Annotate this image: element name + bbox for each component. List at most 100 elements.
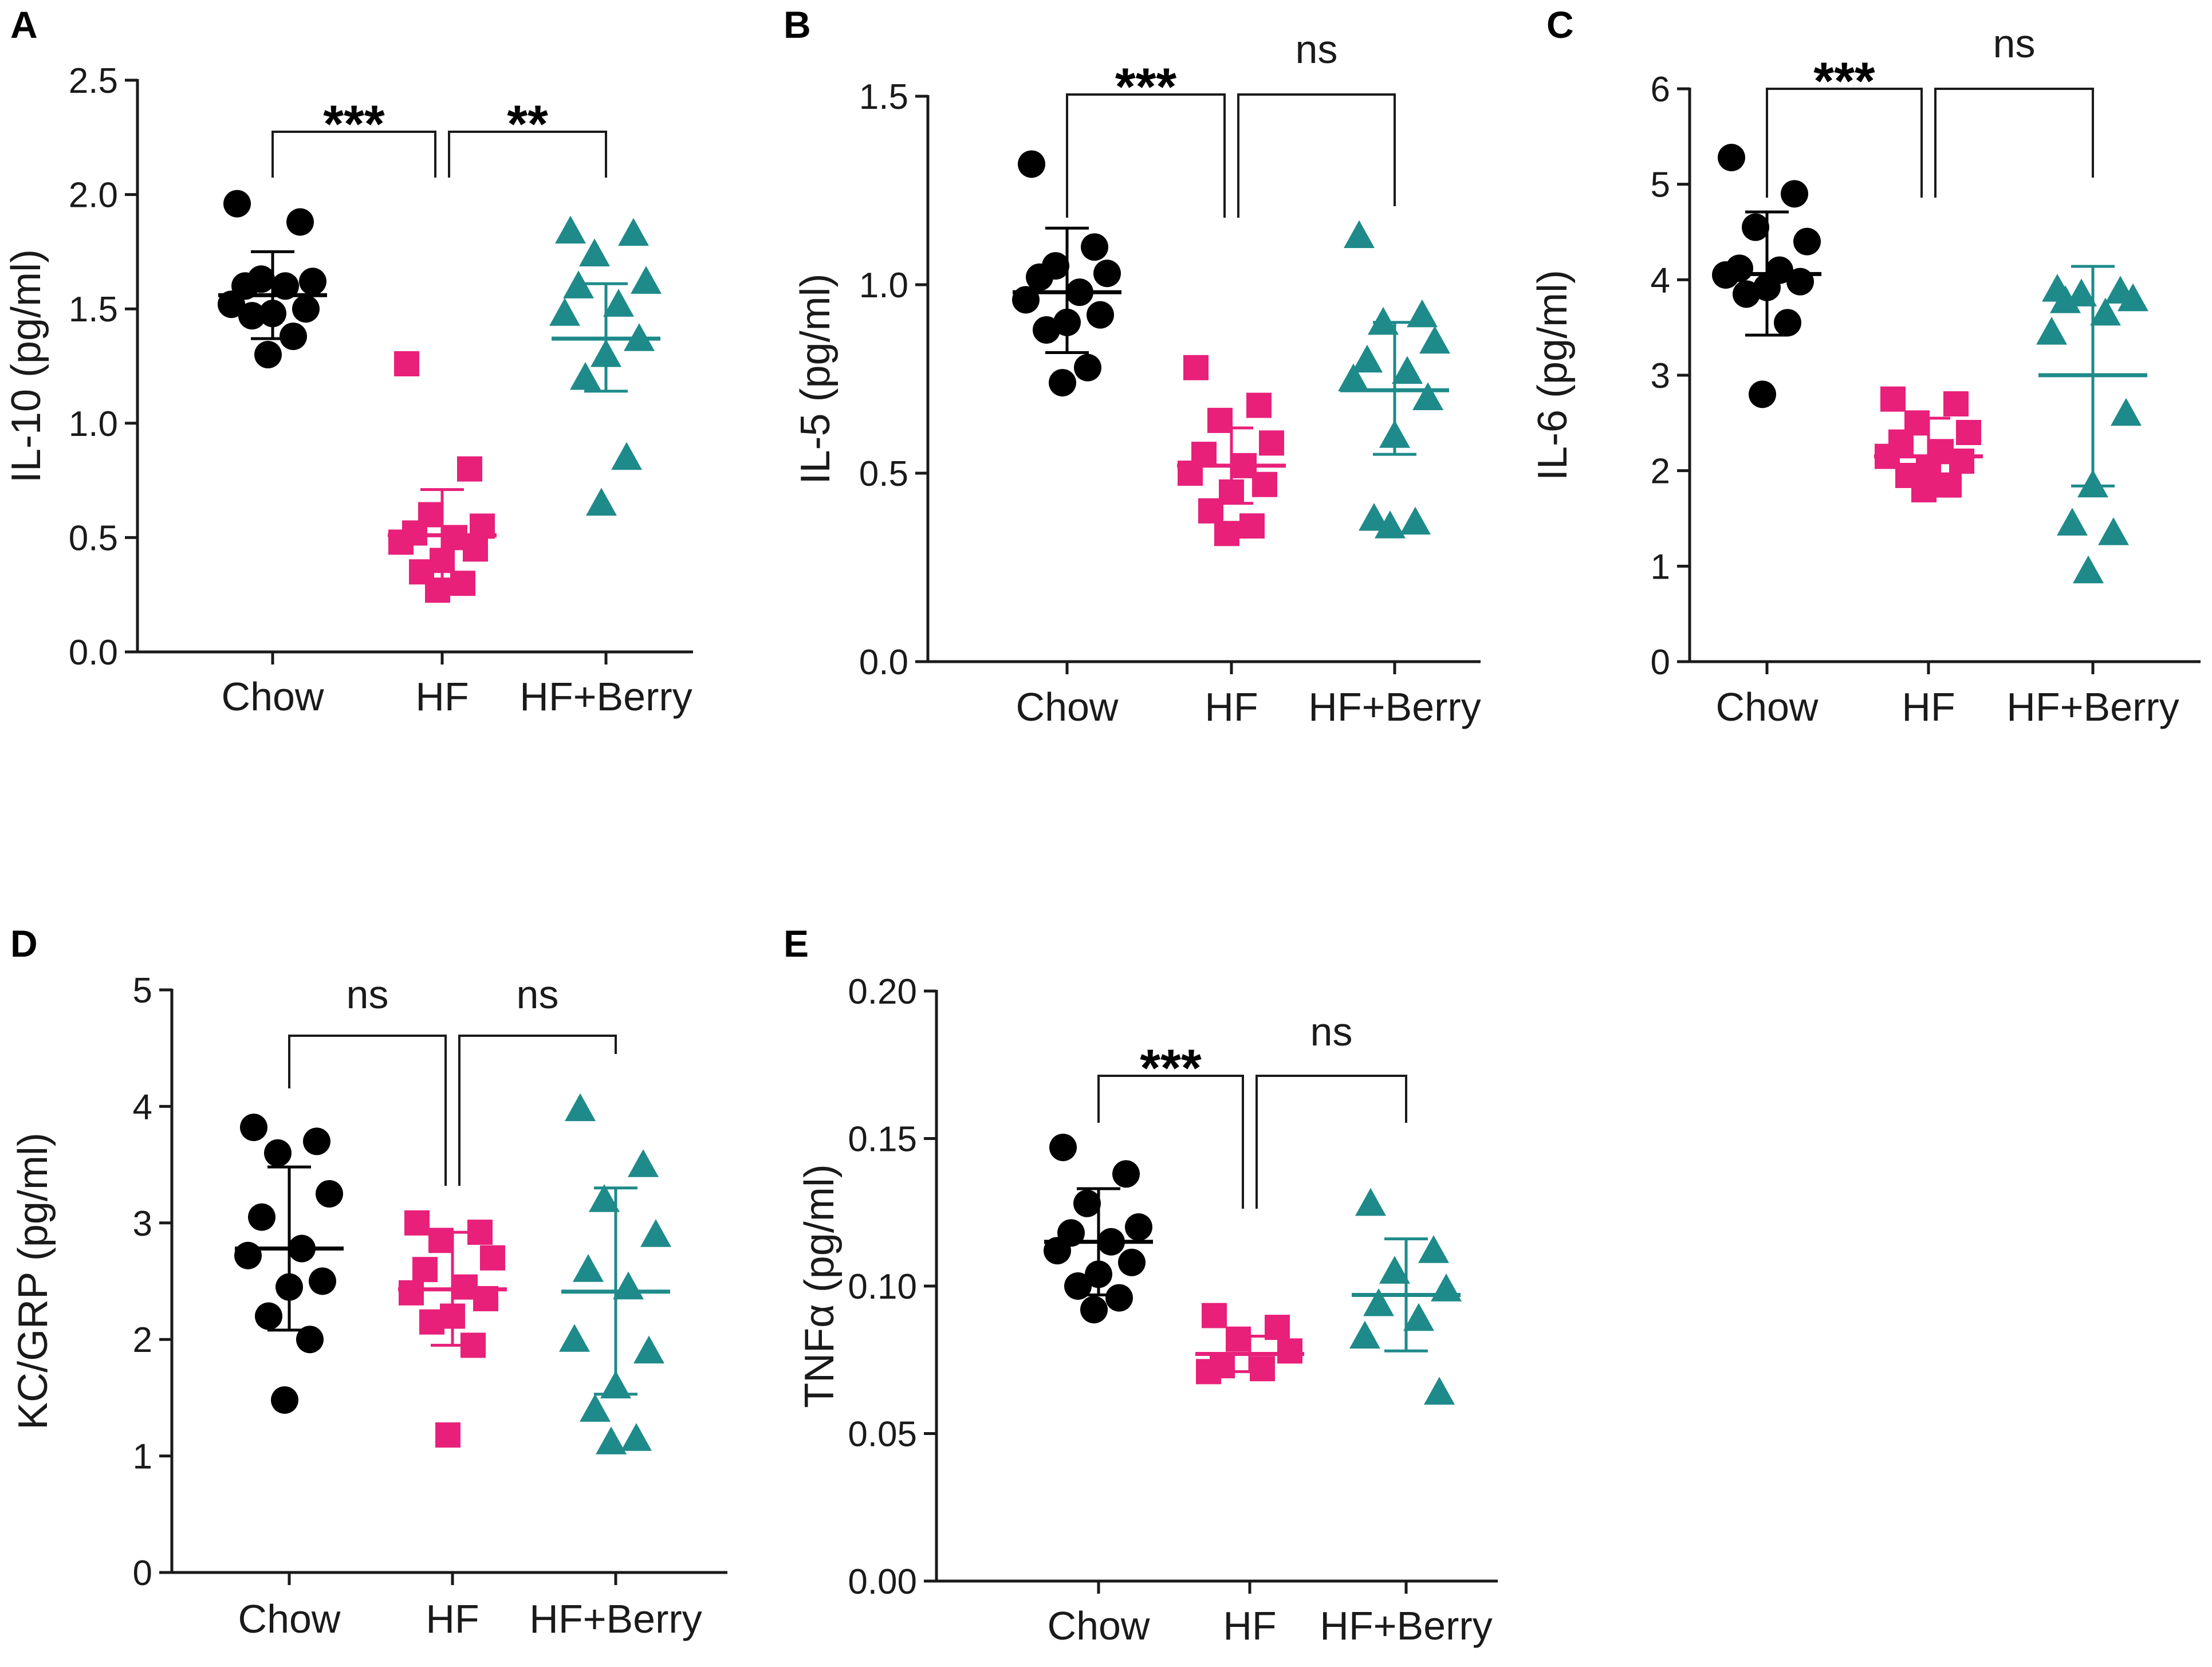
panel-e-point-hf-berry [1418,1235,1449,1263]
panel-b-ytick-label: 0.0 [859,643,908,682]
panel-d-point-chow [296,1326,324,1354]
panel-b-point-hf-berry [1392,356,1423,384]
panel-e-point-chow [1073,1189,1101,1217]
panel-d-ytick-label: 4 [133,1087,152,1127]
panel-a-point-hf-berry [563,270,594,298]
panel-a-category-label: Chow [222,674,324,719]
panel-b-point-hf [1246,392,1272,418]
panel-c-point-chow [1718,144,1745,171]
panel-e-ytick-label: 0.15 [848,1120,917,1159]
panel-d-point-chow [240,1114,267,1142]
panel-c-ytick-label: 5 [1651,166,1670,205]
panel-c-point-hf-berry [2111,398,2142,426]
panel-c-ytick-label: 4 [1651,261,1670,300]
panel-c-ytick-label: 1 [1651,547,1670,587]
panel-d-category-label: HF [426,1597,479,1641]
panel-c-category-label: Chow [1716,685,1819,729]
panel-b-point-hf-berry [1419,325,1450,354]
panel-a-ylabel: IL-10 (pg/ml) [3,249,49,483]
panel-b-point-hf [1259,430,1284,456]
panel-d-point-hf [399,1280,424,1306]
panel-a-point-hf-berry [631,266,662,294]
panel-d-point-chow [316,1180,343,1208]
panel-c-point-hf-berry [2073,555,2104,584]
panel-a-ytick-label: 0.5 [69,518,118,558]
panel-a-point-hf-berry [570,361,601,390]
panel-a-ytick-label: 1.5 [69,290,118,329]
panel-b-point-chow [1093,260,1121,288]
panel-c-significance-label: *** [1813,52,1875,111]
panel-a-ytick-label: 2.0 [69,176,118,215]
panel-b-point-hf [1183,355,1209,380]
panel-d-bracket [458,1035,617,1186]
panel-c-point-hf-berry [2117,283,2148,312]
panel-a-point-chow [286,208,314,236]
panel-d-point-hf [404,1210,430,1236]
panel-b-point-chow [1018,150,1045,178]
panel-b-point-chow [1087,301,1114,329]
panel-b-point-hf-berry [1344,220,1375,249]
panel-e-point-chow [1105,1284,1133,1312]
panel-e-point-hf-berry [1363,1288,1394,1316]
panel-e-point-chow [1125,1213,1152,1241]
panel-d-significance-label: ns [517,972,559,1017]
panel-c-point-hf-berry [2090,297,2121,326]
panel-b-point-chow [1074,353,1101,382]
panel-c-point-hf [1949,449,1974,474]
panel-e-point-chow [1064,1272,1092,1300]
panel-b-category-label: HF+Berry [1308,685,1481,729]
panel-d-point-hf-berry [589,1184,620,1212]
panel-e-point-chow [1112,1160,1140,1188]
panel-b-bracket [1237,93,1396,218]
panel-b-point-hf-berry [1338,363,1369,392]
panel-c-point-hf-berry [2036,317,2067,345]
panel-e-letter: E [784,922,809,965]
panel-a-point-chow [292,295,320,323]
panel-c-ytick-label: 6 [1651,70,1670,109]
panel-a-bracket [271,131,436,178]
panel-c-ytick-label: 3 [1651,356,1670,396]
panel-e-point-hf [1202,1303,1227,1328]
panel-d-bracket [288,1035,447,1186]
panel-c-point-hf-berry [2057,508,2088,536]
panel-a-point-hf-berry [549,298,580,326]
panel-d-point-hf-berry [580,1394,611,1422]
panel-b-significance-label: *** [1115,58,1177,116]
panel-d-ytick-label: 2 [133,1320,152,1360]
panel-b-ytick-label: 1.0 [859,266,908,305]
panel-c-point-hf [1943,391,1969,416]
panel-c-bracket [1766,88,1923,198]
panel-d-point-hf-berry [621,1423,652,1451]
panel-c-bracket [1934,88,2094,198]
panel-d-point-chow [255,1302,282,1330]
panel-c-point-hf [1937,472,1962,498]
panel-d-point-chow [234,1241,262,1269]
panel-d-point-hf-berry [565,1093,596,1122]
panel-b-point-chow [1026,263,1053,291]
panel-e-point-hf-berry [1355,1188,1386,1216]
panel-a-point-chow [280,323,307,351]
panel-e-significance-label: ns [1310,1009,1353,1054]
panel-e-bracket [1097,1075,1244,1209]
panel-c-category-label: HF+Berry [2006,685,2179,729]
panel-e-point-hf [1226,1326,1251,1352]
panel-d-point-chow [271,1386,298,1414]
panel-a-point-hf-berry [586,487,617,516]
panel-e-point-chow [1118,1248,1146,1276]
panel-d-category-label: HF+Berry [529,1597,702,1641]
panel-d-point-chow [264,1139,292,1167]
panel-a-ytick-label: 2.5 [69,61,118,101]
panel-d-point-hf [412,1257,438,1283]
panel-a-point-hf [463,536,488,562]
panel-a-point-hf [394,351,419,377]
panel-c-point-chow [1742,213,1769,241]
panel-d-ylabel: KC/GRP (pg/ml) [10,1133,56,1430]
panel-b-point-hf-berry [1400,506,1431,535]
panel-c-point-hf [1956,420,1981,445]
panel-d-point-chow [248,1203,275,1231]
panel-b-point-chow [1033,316,1060,344]
panel-d-ytick-label: 0 [133,1554,152,1593]
panel-d-point-hf [419,1309,444,1335]
panel-e-significance-label: *** [1140,1039,1202,1098]
panel-e-point-hf [1250,1356,1275,1382]
